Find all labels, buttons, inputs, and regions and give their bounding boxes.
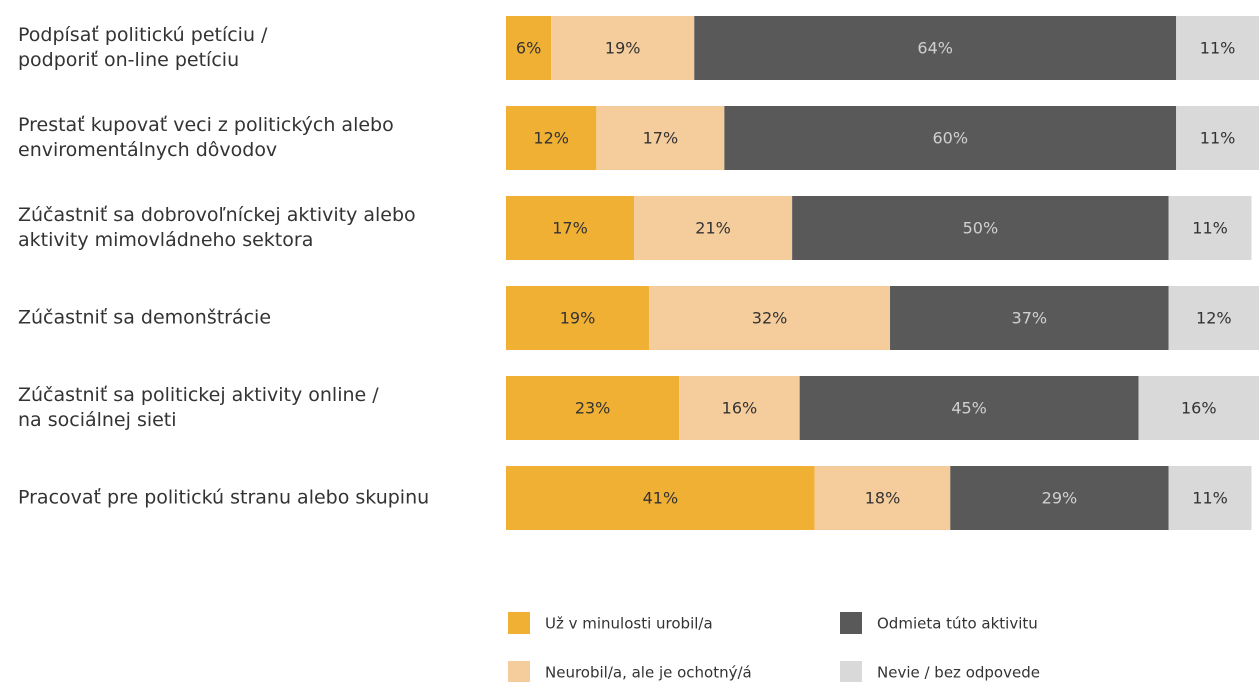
bar-segment: [596, 106, 725, 170]
legend-swatch: [508, 612, 530, 634]
value-label: 29%: [1042, 489, 1078, 508]
bar-segment: [1176, 106, 1259, 170]
value-label: 18%: [865, 489, 901, 508]
bar-segment: [1168, 286, 1259, 350]
value-label: 45%: [951, 399, 987, 418]
value-label: 23%: [575, 399, 611, 418]
legend-label: Neurobil/a, ale je ochotný/á: [545, 664, 752, 682]
category-label: enviromentálnych dôvodov: [18, 139, 277, 161]
bar-segment: [694, 16, 1177, 80]
category-label: Pracovať pre politickú stranu alebo skup…: [18, 487, 429, 509]
legend-swatch: [840, 661, 862, 682]
value-label: 19%: [560, 309, 596, 328]
bar-segment: [724, 106, 1177, 170]
category-label: aktivity mimovládneho sektora: [18, 229, 313, 251]
value-label: 16%: [1181, 399, 1217, 418]
value-label: 12%: [1196, 309, 1232, 328]
bar-segment: [1168, 196, 1252, 260]
bar-segment: [792, 196, 1169, 260]
value-label: 19%: [605, 39, 641, 58]
bar-segment: [649, 286, 891, 350]
value-label: 6%: [516, 39, 541, 58]
value-label: 60%: [932, 129, 968, 148]
value-label: 50%: [963, 219, 999, 238]
value-label: 64%: [917, 39, 953, 58]
bar-segment: [1138, 376, 1259, 440]
bar-segment: [551, 16, 695, 80]
bar-segment: [1168, 466, 1252, 530]
category-label: na sociálnej sieti: [18, 409, 177, 431]
category-label: Zúčastniť sa dobrovoľníckej aktivity ale…: [18, 204, 416, 226]
bar-segment: [950, 466, 1169, 530]
category-label: Zúčastniť sa politickej aktivity online …: [18, 384, 379, 406]
bar-segment: [506, 196, 635, 260]
bar-segment: [679, 376, 800, 440]
bar-segment: [506, 16, 552, 80]
legend-label: Odmieta túto aktivitu: [877, 615, 1038, 633]
category-label: Zúčastniť sa demonštrácie: [18, 307, 271, 329]
legend-swatch: [840, 612, 862, 634]
bar-segment: [1176, 16, 1259, 80]
category-label: Prestať kupovať veci z politických alebo: [18, 114, 394, 136]
value-label: 17%: [552, 219, 588, 238]
value-label: 11%: [1192, 489, 1228, 508]
bar-segment: [890, 286, 1169, 350]
value-label: 41%: [643, 489, 679, 508]
value-label: 21%: [695, 219, 731, 238]
bar-segment: [506, 466, 815, 530]
value-label: 16%: [722, 399, 758, 418]
value-label: 32%: [752, 309, 788, 328]
legend-swatch: [508, 661, 530, 682]
value-label: 17%: [643, 129, 679, 148]
value-label: 37%: [1012, 309, 1048, 328]
value-label: 11%: [1200, 129, 1236, 148]
legend-label: Nevie / bez odpovede: [877, 664, 1040, 682]
category-label: Podpísať politickú petíciu /: [18, 24, 268, 46]
category-label: podporiť on-line petíciu: [18, 49, 239, 71]
bar-segment: [506, 376, 680, 440]
bar-segment: [634, 196, 793, 260]
value-label: 11%: [1192, 219, 1228, 238]
value-label: 11%: [1200, 39, 1236, 58]
bar-segment: [814, 466, 951, 530]
bar-segment: [506, 286, 650, 350]
value-label: 12%: [533, 129, 569, 148]
legend-label: Už v minulosti urobil/a: [545, 615, 713, 633]
bar-segment: [799, 376, 1139, 440]
bar-segment: [506, 106, 597, 170]
